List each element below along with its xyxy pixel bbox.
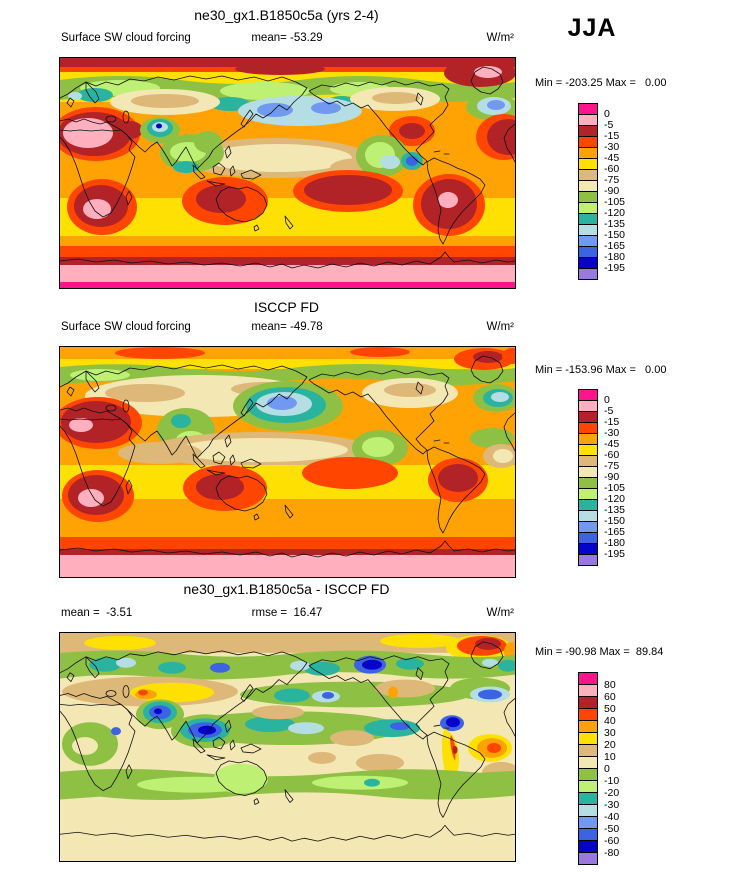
colorbar-swatch <box>578 852 598 865</box>
colorbar-tick-label: -195 <box>604 262 626 274</box>
colorbar-tick-label: -180 <box>604 537 626 549</box>
colorbar-tick-label: 50 <box>604 702 616 715</box>
colorbar-tick-label: -50 <box>604 822 620 835</box>
colorbar-tick-label: -30 <box>604 427 620 439</box>
panel3-minmax: Min = -90.98 Max = 89.84 <box>535 646 664 658</box>
colorbar-tick-label: -150 <box>604 515 626 527</box>
colorbar-tick-label: -120 <box>604 493 626 505</box>
colorbar-tick-label: -75 <box>604 460 620 472</box>
colorbar-tick-label: -105 <box>604 482 626 494</box>
colorbar-tick-label: -5 <box>604 405 614 417</box>
panel1-colorbar-labels: 0 -5 -15 -30 -45 -60 -75 -90 -105 -120 -135 -150 -16… <box>604 103 625 274</box>
panel2-contour-field <box>60 347 515 577</box>
colorbar-tick-label: -150 <box>604 229 626 241</box>
colorbar-tick-label: -45 <box>604 152 620 164</box>
season-label: JJA <box>567 14 617 42</box>
panel1-title: ne30_gx1.B1850c5a (yrs 2-4) <box>194 7 379 23</box>
colorbar-tick-label: -40 <box>604 810 620 823</box>
panel1-map <box>59 57 516 289</box>
colorbar-tick-label: -135 <box>604 218 626 230</box>
panel2-title: ISCCP FD <box>253 299 320 315</box>
panel1-mean-label: mean= -53.29 <box>251 32 323 44</box>
colorbar-tick-label: -120 <box>604 207 626 219</box>
colorbar-tick-label: 0 <box>604 108 610 120</box>
panel3-colorbar: 80 60 50 40 30 20 10 0 -10 -20 -30 -40 -50 -60 -80 <box>578 672 619 865</box>
panel1-map-canvas <box>60 58 515 288</box>
colorbar-tick-label: -180 <box>604 251 626 263</box>
panel3-units-label: W/m² <box>486 607 514 619</box>
colorbar-tick-label: -80 <box>604 846 620 859</box>
colorbar-tick-label: -105 <box>604 196 626 208</box>
colorbar-swatch <box>578 268 598 280</box>
colorbar-tick-label: 20 <box>604 738 616 751</box>
panel1-colorbar-swatches <box>578 103 598 280</box>
colorbar-tick-label: -30 <box>604 141 620 153</box>
colorbar-tick-label: -60 <box>604 449 620 461</box>
colorbar-tick-label: 40 <box>604 714 616 727</box>
colorbar-tick-label: -15 <box>604 130 620 142</box>
colorbar-tick-label: -90 <box>604 471 620 483</box>
panel1-variable-label: Surface SW cloud forcing <box>61 32 191 44</box>
colorbar-tick-label: -135 <box>604 504 626 516</box>
panel2-units-label: W/m² <box>486 321 514 333</box>
panel1-units-label: W/m² <box>486 32 514 44</box>
panel2-map-canvas <box>60 347 515 577</box>
panel2-map <box>59 346 516 578</box>
panel3-rmse-label: rmse = 16.47 <box>251 607 323 619</box>
panel3-mean-label: mean = -3.51 <box>61 607 133 619</box>
colorbar-tick-label: -45 <box>604 438 620 450</box>
colorbar-tick-label: -165 <box>604 240 626 252</box>
colorbar-tick-label: -195 <box>604 548 626 560</box>
colorbar-tick-label: -15 <box>604 416 620 428</box>
colorbar-tick-label: -10 <box>604 774 620 787</box>
panel1-colorbar: 0 -5 -15 -30 -45 -60 -75 -90 -105 -120 -135 -150 -16… <box>578 103 625 280</box>
colorbar-tick-label: 0 <box>604 762 610 775</box>
colorbar-swatch <box>578 554 598 566</box>
panel3-map-canvas <box>60 633 515 861</box>
colorbar-tick-label: -90 <box>604 185 620 197</box>
panel2-colorbar-swatches <box>578 389 598 566</box>
panel2-variable-label: Surface SW cloud forcing <box>61 321 191 333</box>
panel3-colorbar-labels: 80 60 50 40 30 20 10 0 -10 -20 -30 -40 -50 -60 -80 <box>604 672 619 859</box>
colorbar-tick-label: 60 <box>604 690 616 703</box>
panel2-minmax: Min = -153.96 Max = 0.00 <box>535 364 667 376</box>
colorbar-tick-label: 30 <box>604 726 616 739</box>
panel3-title: ne30_gx1.B1850c5a - ISCCP FD <box>183 581 390 597</box>
colorbar-tick-label: -60 <box>604 163 620 175</box>
colorbar-tick-label: -75 <box>604 174 620 186</box>
colorbar-tick-label: -5 <box>604 119 614 131</box>
colorbar-tick-label: 0 <box>604 394 610 406</box>
panel1-minmax: Min = -203.25 Max = 0.00 <box>535 77 667 89</box>
colorbar-tick-label: -20 <box>604 786 620 799</box>
panel1-contour-field <box>60 58 515 288</box>
colorbar-tick-label: -165 <box>604 526 626 538</box>
panel2-mean-label: mean= -49.78 <box>251 321 323 333</box>
panel3-colorbar-swatches <box>578 672 598 865</box>
panel3-contour-field <box>60 633 515 861</box>
colorbar-tick-label: -30 <box>604 798 620 811</box>
panel2-colorbar: 0 -5 -15 -30 -45 -60 -75 -90 -105 -120 -135 -150 -16… <box>578 389 625 566</box>
colorbar-tick-label: 10 <box>604 750 616 763</box>
panel3-map <box>59 632 516 862</box>
panel2-colorbar-labels: 0 -5 -15 -30 -45 -60 -75 -90 -105 -120 -135 -150 -16… <box>604 389 625 560</box>
colorbar-tick-label: -60 <box>604 834 620 847</box>
colorbar-tick-label: 80 <box>604 678 616 691</box>
